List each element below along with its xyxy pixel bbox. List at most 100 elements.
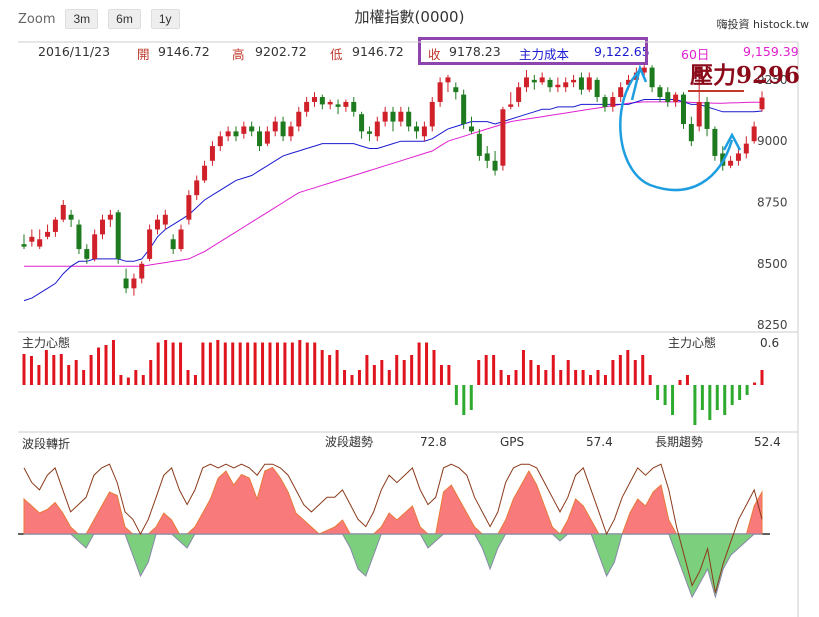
long-trend-label: 長期趨勢	[655, 434, 703, 449]
sentiment-bar	[328, 355, 332, 385]
candle-body	[492, 160, 498, 171]
zoom-6m-button[interactable]: 6m	[108, 9, 141, 29]
zoom-label: Zoom	[18, 11, 56, 27]
sentiment-bar	[514, 370, 518, 385]
sentiment-bar	[589, 375, 593, 385]
gps-label: GPS	[500, 435, 524, 449]
sentiment-bar	[253, 342, 257, 385]
sentiment-bar	[119, 375, 123, 385]
info-high-value: 9202.72	[255, 44, 307, 59]
wave-trend-label: 波段趨勢	[325, 434, 373, 449]
candle-body	[319, 97, 325, 105]
candle-body	[225, 131, 231, 137]
sentiment-bar	[641, 355, 645, 385]
sentiment-bar	[74, 360, 78, 385]
candle-body	[52, 219, 58, 232]
candle-body	[264, 131, 270, 144]
candle-body	[453, 87, 459, 93]
candle-body	[398, 111, 404, 122]
arrow-head-icon	[722, 132, 742, 151]
sentiment-bar	[618, 355, 622, 385]
sentiment-bar	[126, 377, 130, 385]
candle-body	[202, 165, 208, 181]
sentiment-bar	[730, 385, 734, 405]
candle-body	[476, 133, 482, 156]
candle-body	[359, 114, 365, 132]
candle-body	[131, 278, 137, 289]
candle-body	[115, 212, 121, 259]
sentiment-bar	[536, 365, 540, 385]
candle-body	[45, 231, 51, 237]
candle-body	[68, 214, 74, 220]
sentiment-bar	[462, 385, 466, 415]
sentiment-bar	[193, 375, 197, 385]
candle-body	[563, 82, 569, 88]
candle-body	[539, 77, 545, 83]
sentiment-bar	[566, 360, 570, 385]
sentiment-right-label: 主力心態	[668, 335, 716, 350]
candle-body	[170, 239, 176, 250]
candle-body	[704, 101, 710, 129]
sentiment-bar	[22, 354, 26, 385]
info-cost-label: 主力成本	[519, 47, 570, 62]
zoom-1y-button[interactable]: 1y	[150, 9, 180, 29]
sentiment-bar	[164, 340, 168, 385]
sentiment-bar	[507, 375, 511, 385]
sentiment-bar	[208, 342, 212, 385]
candle-body	[680, 94, 686, 125]
candle-body	[76, 224, 82, 250]
candle-body	[335, 104, 341, 107]
candle-body	[100, 219, 106, 235]
zoom-3m-button[interactable]: 3m	[65, 9, 99, 29]
candle-body	[751, 126, 757, 142]
candle-body	[217, 136, 223, 147]
candle-body	[374, 121, 380, 137]
sentiment-bar	[715, 385, 719, 410]
candle-body	[500, 109, 506, 166]
sentiment-bar	[447, 365, 451, 385]
candle-body	[249, 126, 255, 132]
candle-body	[728, 160, 734, 166]
candle-body	[469, 126, 475, 132]
sentiment-bar	[753, 382, 757, 385]
sentiment-bar	[492, 355, 496, 385]
candle-body	[696, 101, 702, 127]
sentiment-bar	[477, 360, 481, 385]
info-ma-label: 60日	[681, 47, 710, 62]
sentiment-bar	[387, 370, 391, 385]
sentiment-bar	[37, 365, 41, 385]
candle-body	[618, 87, 624, 98]
sentiment-bar	[313, 342, 317, 385]
candle-body	[178, 229, 184, 250]
info-open-value: 9146.72	[158, 44, 210, 59]
candle-body	[406, 111, 412, 127]
info-close-label: 收	[428, 47, 441, 62]
sentiment-bar	[201, 342, 205, 385]
candle-body	[743, 143, 749, 154]
candle-body	[508, 104, 514, 107]
chart-title: 加權指數(0000)	[354, 8, 465, 26]
long-trend-line	[23, 463, 763, 593]
sentiment-bar	[149, 360, 153, 385]
candle-body	[162, 214, 168, 225]
candle-body	[523, 77, 529, 88]
info-cost-value: 9,122.65	[594, 44, 650, 59]
candle-body	[547, 79, 553, 88]
candle-body	[186, 195, 192, 220]
sentiment-bar	[59, 354, 63, 385]
sentiment-bar	[745, 385, 749, 395]
candle-body	[296, 111, 302, 127]
y-tick-label: 8250	[757, 318, 788, 332]
candle-body	[626, 79, 632, 85]
long-trend-value: 52.4	[754, 435, 781, 449]
sentiment-bar	[708, 385, 712, 420]
candle-body	[390, 111, 396, 122]
candle-body	[107, 214, 113, 220]
candle-body	[147, 229, 153, 259]
sentiment-bar	[134, 370, 138, 385]
info-ma-value: 9,159.39	[743, 44, 799, 59]
sentiment-bar	[454, 385, 458, 405]
sentiment-bar	[559, 370, 563, 385]
sentiment-bar	[305, 342, 309, 385]
sentiment-bar	[29, 356, 33, 385]
